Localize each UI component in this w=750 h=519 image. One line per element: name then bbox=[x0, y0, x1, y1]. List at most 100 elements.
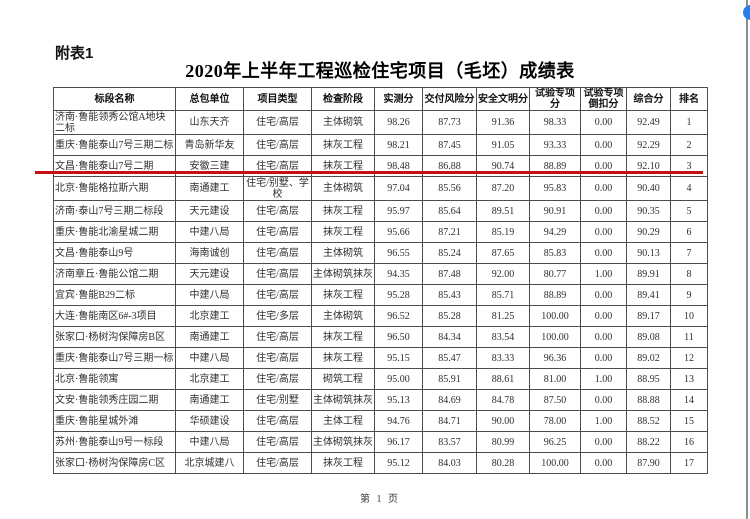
table-cell: 重庆·鲁能星城外滩 bbox=[53, 410, 176, 432]
table-cell: 主体砌筑抹灰 bbox=[311, 431, 375, 453]
table-cell: 84.69 bbox=[422, 389, 477, 411]
table-cell: 98.26 bbox=[374, 110, 423, 135]
table-row: 大连·鲁能南区6#-3项目 北京建工 住宅/多层 主体砌筑 96.52 85.28 81.2… bbox=[53, 305, 708, 327]
header-cell: 综合分 bbox=[626, 87, 671, 111]
table-cell: 85.83 bbox=[529, 242, 581, 264]
table-cell: 92.49 bbox=[626, 110, 671, 135]
table-row: 重庆·鲁能北渝星城二期 中建八局 住宅/高层 抹灰工程 95.66 87.21 85.19 9… bbox=[53, 221, 708, 243]
table-cell: 住宅/高层 bbox=[243, 200, 312, 222]
table-cell: 住宅/高层 bbox=[243, 221, 312, 243]
table-cell: 0.00 bbox=[580, 452, 627, 474]
header-cell: 试验专项分 bbox=[529, 87, 581, 111]
table-row: 张家口·杨树沟保障房C区 北京城建八 住宅/高层 抹灰工程 95.12 84.03 80.2… bbox=[53, 452, 708, 474]
table-cell: 北京建工 bbox=[175, 305, 244, 327]
table-cell: 宜宾·鲁能B29二标 bbox=[53, 284, 176, 306]
table-row: 北京·鲁能领寓 北京建工 住宅/高层 砌筑工程 95.00 85.91 88.61 81.00… bbox=[53, 368, 708, 390]
table-cell: 抹灰工程 bbox=[311, 347, 375, 369]
table-cell: 88.95 bbox=[626, 368, 671, 390]
table-cell: 0.00 bbox=[580, 110, 627, 135]
table-cell: 9 bbox=[670, 284, 708, 306]
table-row: 济南·泰山7号三期二标段 天元建设 住宅/高层 抹灰工程 95.97 85.64 89.51… bbox=[53, 200, 708, 222]
table-cell: 0.00 bbox=[580, 221, 627, 243]
table-cell: 12 bbox=[670, 347, 708, 369]
table-cell: 85.28 bbox=[422, 305, 477, 327]
header-cell: 检查阶段 bbox=[311, 87, 375, 111]
table-cell: 主体砌筑 bbox=[311, 110, 375, 135]
table-cell: 98.33 bbox=[529, 110, 581, 135]
table-cell: 89.17 bbox=[626, 305, 671, 327]
table-cell: 89.41 bbox=[626, 284, 671, 306]
table-cell: 13 bbox=[670, 368, 708, 390]
table-cell: 87.45 bbox=[422, 134, 477, 156]
header-cell: 交付风险分 bbox=[422, 87, 477, 111]
table-cell: 87.21 bbox=[422, 221, 477, 243]
scroll-indicator-button[interactable] bbox=[743, 5, 750, 20]
table-cell: 济南·泰山7号三期二标段 bbox=[53, 200, 176, 222]
table-cell: 天元建设 bbox=[175, 263, 244, 285]
table-cell: 主体砌筑 bbox=[311, 305, 375, 327]
table-cell: 抹灰工程 bbox=[311, 221, 375, 243]
table-cell: 8 bbox=[670, 263, 708, 285]
table-cell: 天元建设 bbox=[175, 200, 244, 222]
table-cell: 0.00 bbox=[580, 176, 627, 201]
table-cell: 住宅/高层 bbox=[243, 431, 312, 453]
table-cell: 80.77 bbox=[529, 263, 581, 285]
table-cell: 文安·鲁能领秀庄园二期 bbox=[53, 389, 176, 411]
table-cell: 济南章丘·鲁能公馆二期 bbox=[53, 263, 176, 285]
table-cell: 0.00 bbox=[580, 389, 627, 411]
table-cell: 89.02 bbox=[626, 347, 671, 369]
table-cell: 96.55 bbox=[374, 242, 423, 264]
table-cell: 83.33 bbox=[476, 347, 530, 369]
table-cell: 北京·鲁能格拉斯六期 bbox=[53, 176, 176, 201]
table-cell: 北京城建八 bbox=[175, 452, 244, 474]
table-cell: 中建八局 bbox=[175, 284, 244, 306]
table-cell: 0.00 bbox=[580, 431, 627, 453]
score-table: 标段名称 总包单位 项目类型 检查阶段 实测分 交付风险分 安全文明分 试验专项分 试验专项倒扣… bbox=[53, 87, 708, 474]
table-row: 文昌·鲁能泰山9号 海南诚创 住宅/高层 主体砌筑 96.55 85.24 87.65 85.… bbox=[53, 242, 708, 264]
table-cell: 南通建工 bbox=[175, 389, 244, 411]
table-cell: 85.43 bbox=[422, 284, 477, 306]
table-cell: 95.15 bbox=[374, 347, 423, 369]
table-cell: 10 bbox=[670, 305, 708, 327]
table-cell: 84.71 bbox=[422, 410, 477, 432]
table-cell: 抹灰工程 bbox=[311, 200, 375, 222]
table-cell: 89.51 bbox=[476, 200, 530, 222]
table-cell: 88.52 bbox=[626, 410, 671, 432]
highlight-underline bbox=[35, 171, 703, 174]
table-cell: 住宅/多层 bbox=[243, 305, 312, 327]
table-cell: 0.00 bbox=[580, 326, 627, 348]
table-cell: 文昌·鲁能泰山9号 bbox=[53, 242, 176, 264]
table-cell: 83.57 bbox=[422, 431, 477, 453]
table-cell: 住宅/高层 bbox=[243, 263, 312, 285]
table-cell: 住宅/高层 bbox=[243, 347, 312, 369]
table-cell: 81.00 bbox=[529, 368, 581, 390]
table-cell: 住宅/高层 bbox=[243, 410, 312, 432]
table-cell: 0.00 bbox=[580, 134, 627, 156]
table-cell: 住宅/高层 bbox=[243, 368, 312, 390]
header-cell: 标段名称 bbox=[53, 87, 176, 111]
table-cell: 16 bbox=[670, 431, 708, 453]
table-cell: 北京·鲁能领寓 bbox=[53, 368, 176, 390]
table-cell: 91.36 bbox=[476, 110, 530, 135]
table-cell: 华硕建设 bbox=[175, 410, 244, 432]
table-cell: 95.28 bbox=[374, 284, 423, 306]
table-cell: 96.50 bbox=[374, 326, 423, 348]
table-cell: 89.91 bbox=[626, 263, 671, 285]
table-cell: 85.56 bbox=[422, 176, 477, 201]
table-cell: 4 bbox=[670, 176, 708, 201]
page-number: 第 1 页 bbox=[360, 494, 400, 505]
table-cell: 大连·鲁能南区6#-3项目 bbox=[53, 305, 176, 327]
table-cell: 90.00 bbox=[476, 410, 530, 432]
table-cell: 主体砌筑 bbox=[311, 176, 375, 201]
table-row: 重庆·鲁能泰山7号三期二标 青岛新华友 住宅/高层 抹灰工程 98.21 87.45 91.… bbox=[53, 134, 708, 156]
table-cell: 主体砌筑抹灰 bbox=[311, 263, 375, 285]
table-cell: 0.00 bbox=[580, 347, 627, 369]
table-cell: 94.29 bbox=[529, 221, 581, 243]
table-cell: 92.00 bbox=[476, 263, 530, 285]
table-row: 济南·鲁能领秀公馆A地块二标 山东天齐 住宅/高层 主体砌筑 98.26 87.73 91.… bbox=[53, 110, 708, 135]
table-cell: 90.13 bbox=[626, 242, 671, 264]
table-row: 文安·鲁能领秀庄园二期 南通建工 住宅/别墅 主体砌筑抹灰 95.13 84.69 84.7… bbox=[53, 389, 708, 411]
table-cell: 南通建工 bbox=[175, 176, 244, 201]
table-cell: 重庆·鲁能泰山7号三期二标 bbox=[53, 134, 176, 156]
table-cell: 主体砌筑 bbox=[311, 242, 375, 264]
